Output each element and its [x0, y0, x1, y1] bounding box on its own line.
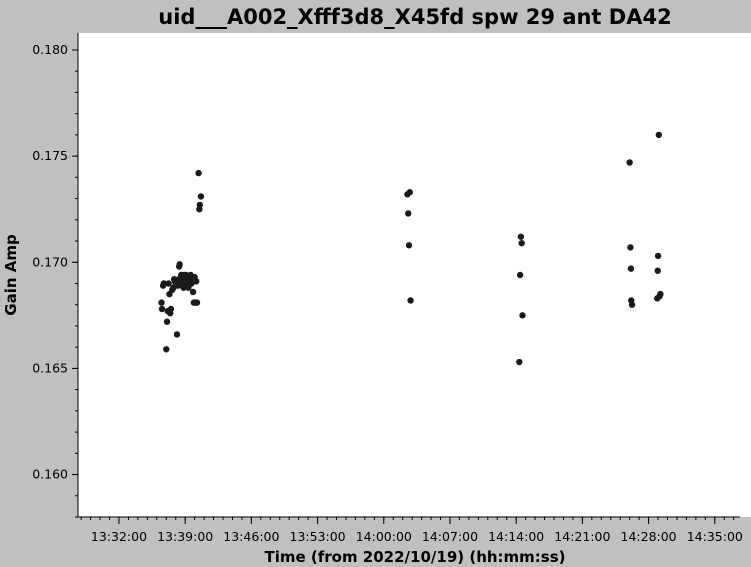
- x-tick-label: 14:35:00: [687, 529, 743, 544]
- x-tick-label: 14:21:00: [554, 529, 610, 544]
- y-axis-label: Gain Amp: [2, 234, 20, 316]
- data-point: [193, 299, 201, 306]
- y-tick-label: 0.165: [32, 360, 68, 375]
- x-tick-label: 14:14:00: [488, 529, 544, 544]
- data-point: [193, 278, 200, 285]
- data-point: [196, 201, 204, 209]
- data-points: [158, 131, 664, 366]
- data-point: [517, 233, 525, 240]
- data-point: [405, 210, 412, 217]
- x-tick-label: 13:53:00: [290, 529, 346, 544]
- x-tick-label: 13:39:00: [157, 529, 213, 544]
- data-point: [163, 318, 171, 325]
- data-point: [160, 280, 168, 287]
- x-axis-ticks: 13:32:00 13:39:00 13:46:00 13:53:00 14:00:00…: [80, 517, 743, 544]
- data-point: [197, 193, 205, 200]
- data-point: [516, 358, 523, 366]
- x-tick-label: 14:00:00: [356, 529, 412, 544]
- data-point: [158, 299, 165, 306]
- data-point: [627, 265, 635, 272]
- data-point: [655, 131, 663, 139]
- data-point: [407, 297, 414, 304]
- chart-title: uid___A002_Xfff3d8_X45fd spw 29 ant DA42: [158, 5, 671, 29]
- data-point: [167, 305, 175, 313]
- data-point: [406, 189, 413, 196]
- data-point: [519, 312, 526, 319]
- data-point: [173, 331, 181, 338]
- data-point: [654, 252, 662, 260]
- data-point: [405, 242, 413, 249]
- y-tick-label: 0.170: [32, 254, 68, 269]
- data-point: [158, 305, 166, 313]
- x-tick-label: 13:32:00: [91, 529, 147, 544]
- data-point: [516, 271, 524, 279]
- data-point: [628, 301, 636, 308]
- x-tick-label: 14:07:00: [422, 529, 478, 544]
- x-tick-label: 13:46:00: [223, 529, 279, 544]
- data-point: [165, 280, 172, 287]
- y-tick-label: 0.175: [32, 148, 68, 163]
- data-point: [176, 261, 183, 268]
- data-point: [627, 244, 634, 251]
- data-point: [189, 288, 197, 296]
- x-tick-label: 14:28:00: [621, 529, 677, 544]
- data-point: [518, 239, 525, 247]
- y-tick-label: 0.180: [32, 42, 68, 57]
- x-axis-label: Time (from 2022/10/19) (hh:mm:ss): [264, 548, 565, 566]
- data-point: [626, 159, 633, 166]
- y-tick-label: 0.160: [32, 467, 68, 482]
- y-axis-ticks: 0.160 0.165 0.170 0.175 0.180: [32, 42, 78, 518]
- data-point: [657, 290, 664, 298]
- data-point: [163, 346, 170, 353]
- data-point: [654, 267, 661, 274]
- data-point: [195, 169, 202, 177]
